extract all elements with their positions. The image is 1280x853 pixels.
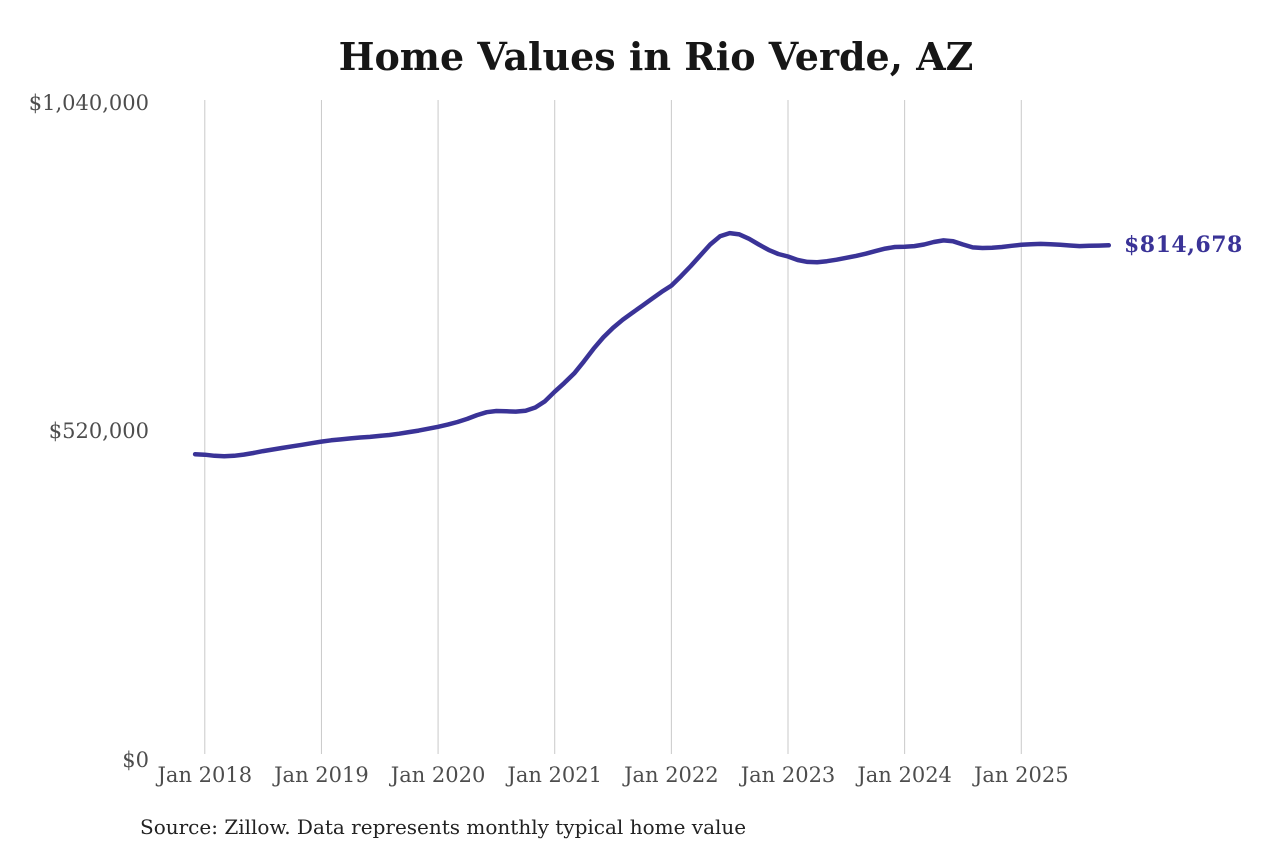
- y-tick-1040000: $1,040,000: [28, 91, 149, 115]
- current-value-label: $814,678: [1124, 232, 1243, 258]
- source-note: Source: Zillow. Data represents monthly …: [140, 815, 747, 839]
- x-tick-3: Jan 2021: [507, 763, 603, 787]
- chart-title: Home Values in Rio Verde, AZ: [338, 34, 974, 79]
- x-tick-1: Jan 2019: [274, 763, 369, 787]
- y-tick-520000: $520,000: [48, 419, 149, 443]
- x-tick-5: Jan 2023: [740, 763, 836, 787]
- x-tick-0: Jan 2018: [157, 763, 253, 787]
- x-tick-6: Jan 2024: [857, 763, 952, 787]
- home-value-line: [192, 230, 1112, 459]
- y-tick-0: $0: [122, 748, 149, 772]
- x-tick-4: Jan 2022: [624, 763, 719, 787]
- x-tick-7: Jan 2025: [973, 763, 1069, 787]
- x-tick-2: Jan 2020: [390, 763, 486, 787]
